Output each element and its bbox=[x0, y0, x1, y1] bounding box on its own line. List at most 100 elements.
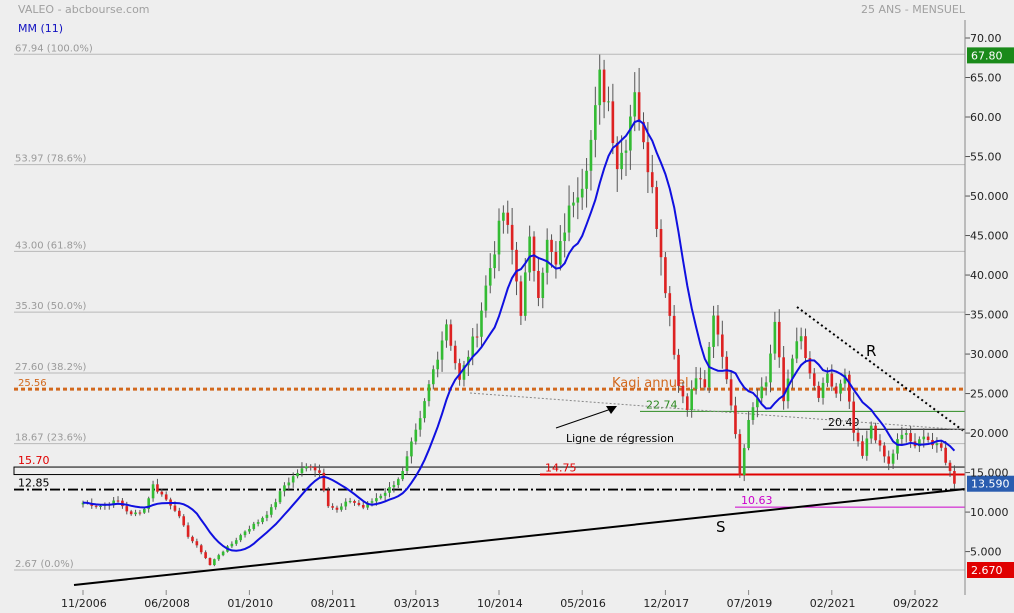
candle-body bbox=[545, 239, 549, 273]
candle-body bbox=[256, 522, 260, 524]
candle-body bbox=[440, 340, 444, 360]
price-badge-label: 2.670 bbox=[971, 564, 1003, 577]
candle-body bbox=[677, 354, 680, 386]
candle-body bbox=[296, 473, 299, 477]
candle-body bbox=[760, 386, 764, 399]
y-tick-label: 35.000 bbox=[970, 309, 1009, 322]
candle-body bbox=[129, 511, 133, 515]
x-tick-label: 08/2011 bbox=[311, 597, 357, 610]
y-tick-label: 65.00 bbox=[970, 72, 1002, 85]
candle-body bbox=[659, 228, 663, 258]
candle-body bbox=[357, 502, 361, 505]
candle-body bbox=[309, 466, 313, 468]
candle-body bbox=[147, 498, 150, 509]
level-label-22-74: 22.74 bbox=[646, 398, 678, 411]
candle-body bbox=[826, 373, 829, 383]
candle-body bbox=[340, 506, 343, 510]
y-tick-label: 20.000 bbox=[970, 427, 1009, 440]
candle-body bbox=[791, 358, 794, 379]
candle-body bbox=[773, 321, 777, 354]
candle-body bbox=[541, 272, 545, 298]
candle-body bbox=[821, 382, 825, 398]
candle-body bbox=[804, 336, 807, 359]
candle-body bbox=[629, 116, 632, 151]
candle-body bbox=[331, 506, 334, 508]
candle-body bbox=[944, 447, 947, 463]
fib-level-label: 2.67 (0.0%) bbox=[15, 559, 74, 570]
candle-body bbox=[585, 170, 588, 189]
candle-body bbox=[742, 448, 746, 476]
candle-body bbox=[191, 536, 194, 542]
candle-body bbox=[361, 504, 365, 508]
candle-body bbox=[922, 436, 926, 440]
candle-body bbox=[948, 462, 952, 472]
candle-body bbox=[830, 373, 834, 387]
candle-body bbox=[580, 188, 584, 198]
candle-body bbox=[405, 456, 409, 471]
candle-body bbox=[598, 69, 602, 106]
candle-body bbox=[112, 500, 115, 506]
x-axis: 11/2006 06/2008 01/2010 08/2011 03/2013 10/20… bbox=[61, 590, 939, 610]
candle-body bbox=[939, 443, 943, 448]
candle-body bbox=[550, 239, 553, 252]
level-label-15-70: 15.70 bbox=[18, 454, 50, 467]
candle-body bbox=[563, 232, 566, 242]
candle-body bbox=[388, 487, 391, 493]
candle-body bbox=[883, 445, 886, 457]
candle-body bbox=[878, 440, 882, 446]
candle-body bbox=[305, 466, 308, 469]
candle-body bbox=[909, 433, 912, 442]
candle-body bbox=[926, 436, 930, 440]
candle-body bbox=[756, 398, 759, 408]
candle-body bbox=[326, 490, 330, 507]
x-tick-label: 11/2006 bbox=[61, 597, 107, 610]
candle-body bbox=[519, 281, 523, 316]
candles bbox=[81, 54, 956, 567]
candle-body bbox=[432, 369, 435, 385]
candle-body bbox=[134, 512, 137, 515]
candle-body bbox=[248, 528, 251, 532]
candle-body bbox=[453, 345, 457, 364]
fib-level-label: 53.97 (78.6%) bbox=[15, 154, 86, 165]
candle-body bbox=[348, 501, 352, 503]
candle-body bbox=[896, 439, 899, 454]
price-badge-label: 13.590 bbox=[971, 478, 1010, 491]
candle-body bbox=[637, 92, 641, 122]
candle-body bbox=[624, 150, 628, 153]
candle-body bbox=[204, 552, 207, 559]
level-label-20-49: 20.49 bbox=[828, 416, 860, 429]
candle-body bbox=[370, 501, 374, 503]
candle-body bbox=[261, 517, 264, 523]
candle-body bbox=[904, 433, 908, 435]
candle-body bbox=[142, 508, 146, 513]
candle-body bbox=[506, 212, 510, 225]
candle-body bbox=[375, 498, 378, 502]
candle-body bbox=[418, 418, 422, 430]
candle-body bbox=[808, 358, 812, 374]
candle-body bbox=[607, 101, 610, 103]
candle-body bbox=[874, 425, 877, 441]
y-tick-label: 5.000 bbox=[970, 546, 1002, 559]
candle-body bbox=[234, 540, 238, 544]
candle-body bbox=[151, 484, 155, 499]
candle-body bbox=[554, 251, 558, 265]
candle-body bbox=[721, 334, 724, 357]
candle-body bbox=[94, 505, 98, 507]
indicator-label: MM (11) bbox=[18, 22, 63, 35]
x-tick-label: 10/2014 bbox=[477, 597, 523, 610]
level-label-10-63: 10.63 bbox=[741, 494, 773, 507]
candle-body bbox=[672, 315, 676, 355]
candle-body bbox=[918, 439, 921, 447]
candle-body bbox=[685, 396, 689, 410]
y-tick-label: 55.00 bbox=[970, 151, 1002, 164]
candle-body bbox=[335, 507, 339, 510]
candle-body bbox=[392, 485, 396, 488]
candle-body bbox=[646, 142, 650, 173]
fib-level-label: 67.94 (100.0%) bbox=[15, 43, 93, 54]
candle-body bbox=[887, 456, 891, 464]
candle-body bbox=[243, 531, 247, 536]
candle-body bbox=[199, 545, 203, 553]
candle-body bbox=[125, 506, 129, 512]
y-tick-label: 70.00 bbox=[970, 32, 1002, 45]
